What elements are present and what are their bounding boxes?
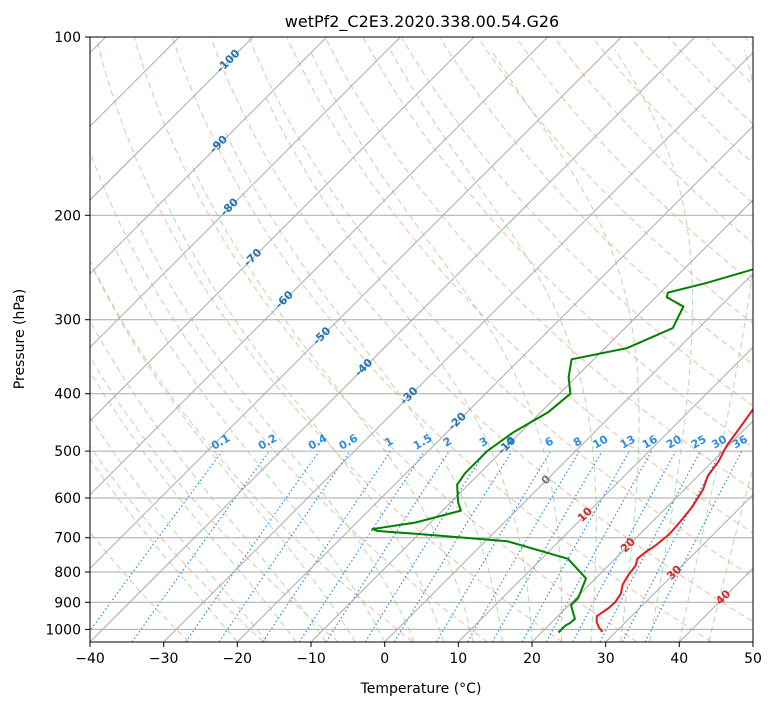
moist-adiabat-line <box>136 221 415 642</box>
y-tick-label: 900 <box>54 595 81 611</box>
moist-adiabat-line <box>678 49 753 642</box>
isotherm-line <box>90 37 401 349</box>
y-tick-label: 400 <box>54 387 81 403</box>
chart-title: wetPf2_C2E3.2020.338.00.54.G26 <box>285 12 559 32</box>
moist-adiabat-line <box>162 195 445 642</box>
dry-adiabat-line <box>90 259 414 642</box>
x-tick-label: 20 <box>523 651 541 667</box>
isotherm-line <box>531 420 753 642</box>
dry-adiabat-line <box>515 37 753 284</box>
x-tick-label: 50 <box>744 651 762 667</box>
temperature-profile <box>595 407 753 633</box>
dry-adiabat-line <box>210 37 753 623</box>
dry-adiabat-line <box>324 37 753 491</box>
mixing-ratio-line <box>131 450 270 642</box>
dewpoint-profile <box>371 268 753 634</box>
x-axis: −40 −30 −20 −10 0 10 20 30 40 50 <box>75 642 762 667</box>
isotherm-line <box>90 37 696 642</box>
dry-adiabat-line <box>171 37 712 642</box>
isotherm-line <box>605 493 753 642</box>
isotherm-line <box>163 51 753 642</box>
y-axis-label: Pressure (hPa) <box>12 289 28 389</box>
dry-adiabat-line <box>90 445 264 642</box>
mixing-ratio-line <box>90 450 223 632</box>
isotherm-line <box>384 272 753 642</box>
moist-adiabat-line <box>90 319 327 642</box>
dry-adiabat-line <box>95 37 563 642</box>
mixing-ratio-line <box>644 450 743 642</box>
isotherm-line <box>90 37 622 570</box>
dry-adiabat-line <box>286 37 753 534</box>
y-tick-label: 800 <box>54 565 81 581</box>
dry-adiabat-line <box>90 356 339 642</box>
x-tick-label: 0 <box>380 651 389 667</box>
isotherm-line <box>236 125 753 642</box>
isotherm-line <box>90 37 254 201</box>
x-tick-label: 40 <box>670 651 688 667</box>
plot-area: 0.1 0.2 0.4 0.6 1 1.5 2 3 4 6 8 10 13 16 20 25 30 36-100-… <box>90 37 753 642</box>
isotherm-line <box>90 37 475 422</box>
y-tick-label: 300 <box>54 313 81 329</box>
mixing-ratio-line <box>298 450 425 642</box>
isotherms <box>90 37 753 642</box>
mixing-ratio-line <box>521 450 631 642</box>
isotherm-line <box>90 37 549 496</box>
mixing-ratio-line <box>218 450 351 642</box>
x-tick-label: 10 <box>449 651 467 667</box>
isotherm-line <box>457 346 753 642</box>
moist-adiabat-line <box>309 49 563 642</box>
y-tick-label: 700 <box>54 531 81 547</box>
mixing-ratio-line <box>185 450 320 642</box>
y-tick-label: 1000 <box>45 622 81 638</box>
x-tick-label: −40 <box>75 651 105 667</box>
isotherm-line <box>310 199 753 642</box>
y-axis: 100 200 300 400 500 600 700 800 900 1000 <box>45 30 90 638</box>
y-tick-label: 600 <box>54 491 81 507</box>
moist-adiabat-line <box>614 49 693 642</box>
x-tick-label: −30 <box>149 651 179 667</box>
moist-adiabat-line <box>92 267 356 642</box>
dry-adiabat-line <box>248 37 753 578</box>
x-tick-label: −20 <box>223 651 253 667</box>
mixing-ratio-line <box>572 450 677 642</box>
moist-adiabats <box>90 49 753 642</box>
x-tick-label: 30 <box>597 651 615 667</box>
moist-adiabat-line <box>490 49 640 642</box>
moist-adiabat-line <box>263 94 533 642</box>
mixing-ratio-line <box>393 450 513 642</box>
pressure-gridlines <box>90 37 753 630</box>
moist-adiabat-line <box>90 416 268 642</box>
moist-adiabat-line <box>708 465 753 642</box>
x-tick-label: −10 <box>296 651 326 667</box>
isotherm-line <box>90 37 328 275</box>
moist-adiabat-line <box>90 458 238 642</box>
mixing-ratio-line <box>325 450 450 642</box>
plot-frame <box>89 36 754 643</box>
moist-adiabat-line <box>113 245 386 642</box>
mixing-ratio-lines <box>90 450 743 642</box>
mixing-ratio-line <box>545 450 653 642</box>
mixing-ratio-line <box>262 450 392 642</box>
moist-adiabat-line <box>191 165 474 642</box>
moist-adiabat-line <box>389 49 597 642</box>
y-tick-label: 500 <box>54 444 81 460</box>
y-tick-label: 100 <box>54 30 81 46</box>
profiles <box>371 268 753 634</box>
x-axis-label: Temperature (°C) <box>360 681 482 697</box>
y-tick-label: 200 <box>54 208 81 224</box>
